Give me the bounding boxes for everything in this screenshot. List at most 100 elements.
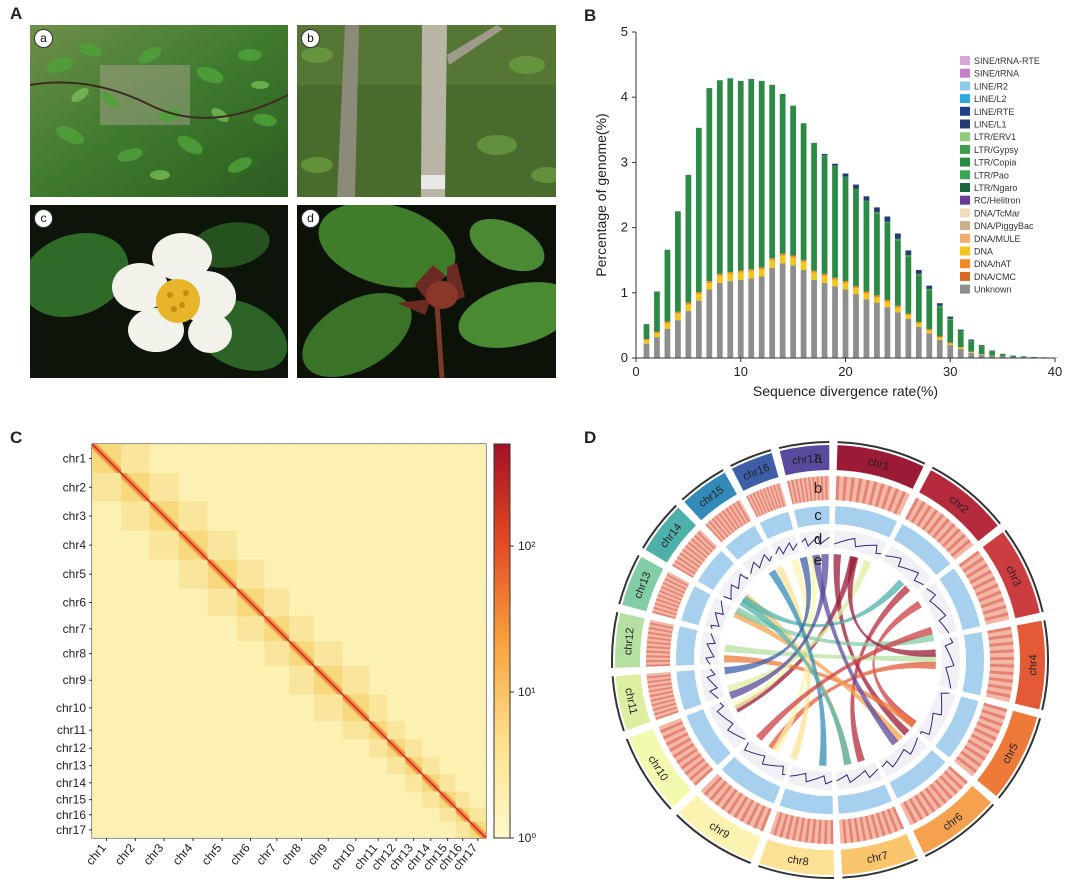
track-b-stripe [812, 476, 817, 501]
track-b-stripe [718, 512, 735, 533]
bar-ltr-gypsy [978, 345, 985, 347]
interchrom-block [387, 774, 406, 792]
interchrom-block [369, 821, 388, 838]
bar-ltr-copia [999, 353, 1006, 357]
interchrom-block [439, 559, 456, 589]
track-b-stripe [669, 737, 692, 752]
interchrom-block [178, 665, 208, 695]
row-label-chr14: chr14 [56, 776, 86, 790]
bar-unknown [779, 263, 786, 358]
interchrom-block [207, 739, 237, 758]
legend-swatch [960, 208, 970, 218]
ideogram-chr11 [615, 674, 651, 731]
track-b-stripe [646, 655, 671, 658]
interchrom-block [469, 473, 486, 502]
bar-unknown [853, 294, 859, 358]
ideogram-label-chr4: chr4 [1027, 654, 1040, 676]
track-c-gene [676, 626, 698, 666]
track-d-line [920, 692, 950, 736]
track-b-stripe [752, 492, 764, 515]
track-b-stripe [705, 523, 723, 543]
interchrom-block [369, 665, 388, 695]
track-b-stripe [962, 556, 985, 573]
interchrom-block [289, 774, 314, 792]
bar-layer [643, 78, 1058, 358]
legend-label: LTR/Ngaro [974, 183, 1017, 193]
legend-swatch [960, 246, 970, 256]
interchrom-block [387, 530, 406, 560]
interchrom-block [405, 444, 423, 474]
interchrom-block [439, 501, 456, 531]
bar-line-l1 [842, 173, 849, 177]
legend-label: LTR/Copia [974, 158, 1016, 168]
track-d-line [716, 702, 746, 740]
bar-ltr-gypsy [968, 340, 975, 342]
bar-unknown [905, 318, 912, 358]
legend: SINE/tRNA-RTE SINE/tRNA LINE/R2 LINE/L2 LINE… [960, 56, 1040, 295]
interchrom-block [342, 501, 370, 531]
ideogram-scale [681, 469, 724, 501]
bar-unknown [675, 320, 681, 358]
interchrom-block [121, 530, 150, 560]
row-label-chr12: chr12 [56, 741, 86, 755]
track-b-density [958, 550, 1010, 625]
legend-swatch [960, 157, 970, 167]
ideogram-scale [611, 676, 625, 732]
track-b-stripe [941, 528, 961, 548]
interchrom-block [469, 807, 486, 822]
interchrom-block [455, 559, 470, 589]
track-b-stripe [646, 645, 671, 650]
track-b-stripe [865, 815, 873, 840]
interchrom-block [405, 641, 423, 666]
row-label-chr11: chr11 [57, 723, 86, 737]
interchrom-block [469, 641, 486, 666]
bar-unknown [884, 307, 891, 358]
track-b-stripe [652, 611, 676, 619]
legend-swatch [960, 81, 970, 91]
interchrom-block [207, 694, 237, 722]
bar-dna [842, 283, 849, 290]
track-b-stripe [982, 604, 1007, 615]
bar-ltr-copia [1031, 357, 1037, 358]
bar-ltr-gypsy [863, 200, 870, 202]
bar-dna [748, 271, 755, 279]
track-b-stripe [725, 507, 741, 529]
track-b-stripe [989, 641, 1014, 647]
track-label-e: e [814, 552, 822, 569]
track-b-stripe [842, 819, 848, 844]
legend-label: DNA/TcMar [974, 208, 1020, 218]
interchrom-block [92, 821, 122, 838]
bar-unknown [874, 302, 880, 358]
interchrom-block [289, 721, 314, 740]
track-b-density [839, 806, 905, 844]
photo-d-letter: d [301, 209, 320, 228]
interchrom-block [439, 444, 456, 474]
interchrom-block [236, 694, 265, 722]
track-d-line [750, 553, 773, 575]
track-b-stripe [791, 479, 798, 504]
interchrom-block [289, 501, 314, 531]
ideogram-chr13 [622, 556, 664, 612]
interchrom-block [207, 616, 237, 642]
interchrom-block [369, 807, 388, 822]
interchrom-block [207, 665, 237, 695]
bar-ltr-copia [936, 307, 943, 337]
legend-label: DNA/CMC [974, 272, 1016, 282]
y-tick-label: 0 [621, 350, 628, 365]
interchrom-block [422, 616, 440, 642]
track-b-stripe [963, 745, 986, 761]
y-tick-label: 5 [621, 24, 628, 39]
interchrom-block [313, 791, 343, 808]
bar-line-l1 [874, 207, 880, 212]
interchrom-block [207, 721, 237, 740]
interchrom-block [121, 739, 150, 758]
interchrom-block [387, 473, 406, 502]
track-b-stripe [728, 505, 744, 527]
ideogram-chr10 [629, 728, 692, 807]
track-b-stripe [969, 569, 992, 584]
interchrom-block [387, 444, 406, 474]
interchrom-block [422, 739, 440, 758]
ideogram-chr2 [919, 470, 998, 542]
interchrom-block [289, 559, 314, 589]
track-b-stripe [892, 806, 905, 830]
